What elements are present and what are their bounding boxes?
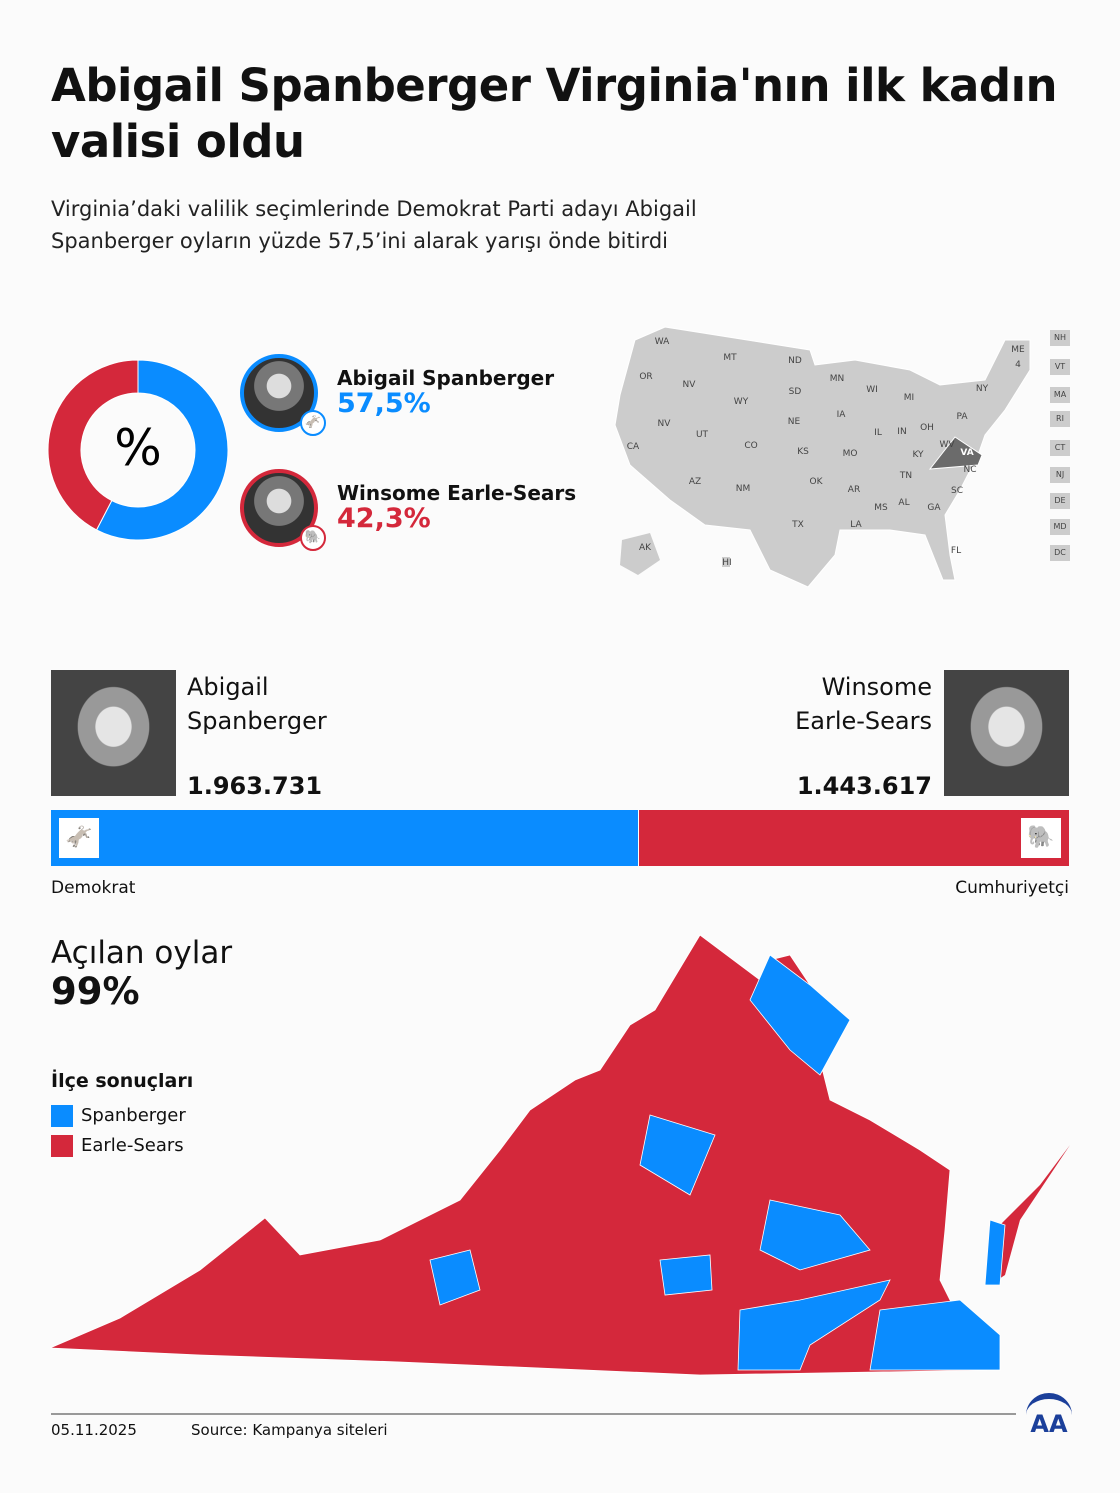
name-line: Spanberger bbox=[187, 707, 327, 735]
counted-label: Açılan oylar bbox=[51, 935, 233, 971]
state-label: NV bbox=[657, 419, 671, 429]
rep-name: Winsome Earle-Sears bbox=[795, 670, 932, 738]
candidate-pct: 42,3% bbox=[337, 503, 431, 534]
state-label: FL bbox=[950, 546, 962, 556]
avatar: 🐘 bbox=[240, 469, 326, 551]
state-label: AL bbox=[898, 498, 910, 508]
legend-swatch bbox=[51, 1105, 73, 1127]
state-label: SD bbox=[788, 387, 802, 397]
state-label: KS bbox=[797, 447, 809, 457]
footer-source: Source: Kampanya siteleri bbox=[191, 1421, 388, 1439]
state-label: WV bbox=[939, 440, 955, 450]
spanberger-photo bbox=[51, 670, 176, 796]
state-label: NM bbox=[735, 484, 751, 494]
name-line: Earle-Sears bbox=[795, 707, 932, 735]
state-label: GA bbox=[927, 503, 941, 513]
state-label: IN bbox=[897, 427, 907, 437]
state-label: NE bbox=[787, 417, 801, 427]
state-label: AK bbox=[638, 543, 652, 553]
state-label: PA bbox=[956, 412, 968, 422]
legend-item-earle-sears: Earle-Sears bbox=[51, 1135, 184, 1157]
legend-swatch bbox=[51, 1135, 73, 1157]
state-label: LA bbox=[850, 520, 862, 530]
footer-divider bbox=[51, 1413, 1016, 1415]
state-label: MO bbox=[842, 449, 858, 459]
aa-logo: AA bbox=[1026, 1393, 1072, 1438]
avatar: 🫏 bbox=[240, 354, 326, 436]
state-label: UT bbox=[695, 430, 709, 440]
state-label: WI bbox=[866, 385, 878, 395]
legend-label: Spanberger bbox=[81, 1105, 186, 1126]
state-label: OK bbox=[809, 477, 823, 487]
donut-slice-earle-sears bbox=[47, 359, 139, 531]
legend-label: Earle-Sears bbox=[81, 1135, 184, 1156]
donkey-icon: 🫏 bbox=[300, 410, 326, 436]
state-label: TN bbox=[899, 471, 913, 481]
state-label: WY bbox=[733, 397, 749, 407]
state-label: NY bbox=[975, 384, 989, 394]
footer-date: 05.11.2025 bbox=[51, 1421, 137, 1439]
elephant-icon: 🐘 bbox=[1020, 818, 1061, 858]
vote-bar: 🫏 🐘 bbox=[51, 810, 1069, 866]
donut-center-label: % bbox=[114, 419, 162, 477]
donut-chart: % bbox=[47, 359, 229, 541]
state-label: IA bbox=[836, 410, 846, 420]
candidate-name: Abigail Spanberger bbox=[337, 366, 555, 390]
candidate-dem: 🫏 Abigail Spanberger 57,5% bbox=[240, 354, 570, 436]
small-state-box: MD bbox=[1050, 519, 1070, 535]
state-label: MS bbox=[874, 503, 888, 513]
candidate-pct: 57,5% bbox=[337, 388, 431, 419]
bar-democrat: 🫏 bbox=[51, 810, 638, 866]
donkey-icon: 🫏 bbox=[59, 818, 99, 858]
state-label: TX bbox=[792, 520, 804, 530]
state-label: MT bbox=[723, 353, 737, 363]
subtitle: Virginia’daki valilik seçimlerinde Demok… bbox=[51, 197, 697, 253]
party-label-rep: Cumhuriyetçi bbox=[955, 878, 1069, 898]
dem-name: Abigail Spanberger bbox=[187, 670, 327, 738]
us-map: WA MT ND MN OR NV WI MI NY ME 4 SD WY NE IA PA NV UT CO KS I… bbox=[610, 325, 1080, 590]
state-label: MI bbox=[903, 393, 915, 403]
small-state-box: MA bbox=[1050, 387, 1070, 403]
dem-votes: 1.963.731 bbox=[187, 772, 323, 800]
small-state-box: VT bbox=[1050, 359, 1070, 375]
page-title: Abigail Spanberger Virginia'nın ilk kadı… bbox=[51, 59, 1058, 168]
legend-item-spanberger: Spanberger bbox=[51, 1105, 186, 1127]
state-label: ND bbox=[788, 356, 802, 366]
state-label: AZ bbox=[688, 477, 702, 487]
small-state-box: RI bbox=[1050, 411, 1070, 427]
small-state-box: NJ bbox=[1050, 467, 1070, 483]
state-label: NV bbox=[682, 380, 696, 390]
earle-sears-photo bbox=[944, 670, 1069, 796]
state-label: ME bbox=[1011, 345, 1025, 355]
donut-slice-spanberger bbox=[95, 359, 229, 541]
state-label: OH bbox=[920, 423, 934, 433]
small-state-box: DE bbox=[1050, 493, 1070, 509]
state-label: NC bbox=[963, 465, 977, 475]
state-label: 4 bbox=[1015, 360, 1021, 370]
counted-value: 99% bbox=[51, 970, 140, 1013]
state-label: CA bbox=[626, 442, 640, 452]
small-state-box: NH bbox=[1050, 330, 1070, 346]
rep-votes: 1.443.617 bbox=[796, 772, 932, 800]
name-line: Winsome bbox=[821, 673, 932, 701]
state-label: HI bbox=[722, 558, 732, 568]
state-label: VA bbox=[960, 448, 974, 458]
small-state-box: DC bbox=[1050, 545, 1070, 561]
state-label: SC bbox=[951, 486, 963, 496]
small-state-box: CT bbox=[1050, 440, 1070, 456]
state-label: MN bbox=[829, 374, 845, 384]
state-label: IL bbox=[874, 428, 882, 438]
state-label: AR bbox=[847, 485, 861, 495]
state-label: CO bbox=[744, 441, 758, 451]
state-label: WA bbox=[654, 337, 670, 347]
state-label: KY bbox=[912, 450, 924, 460]
legend-title: İlçe sonuçları bbox=[51, 1070, 194, 1092]
party-label-dem: Demokrat bbox=[51, 878, 136, 898]
bar-republican: 🐘 bbox=[637, 810, 1069, 866]
state-label: OR bbox=[639, 372, 653, 382]
elephant-icon: 🐘 bbox=[300, 525, 326, 551]
candidate-rep: 🐘 Winsome Earle-Sears 42,3% bbox=[240, 469, 576, 551]
name-line: Abigail bbox=[187, 673, 269, 701]
candidate-name: Winsome Earle-Sears bbox=[337, 481, 577, 505]
